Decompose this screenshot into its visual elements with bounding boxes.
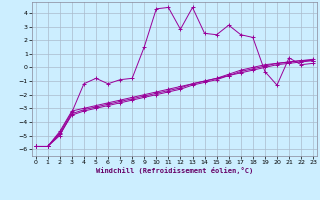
X-axis label: Windchill (Refroidissement éolien,°C): Windchill (Refroidissement éolien,°C) <box>96 167 253 174</box>
